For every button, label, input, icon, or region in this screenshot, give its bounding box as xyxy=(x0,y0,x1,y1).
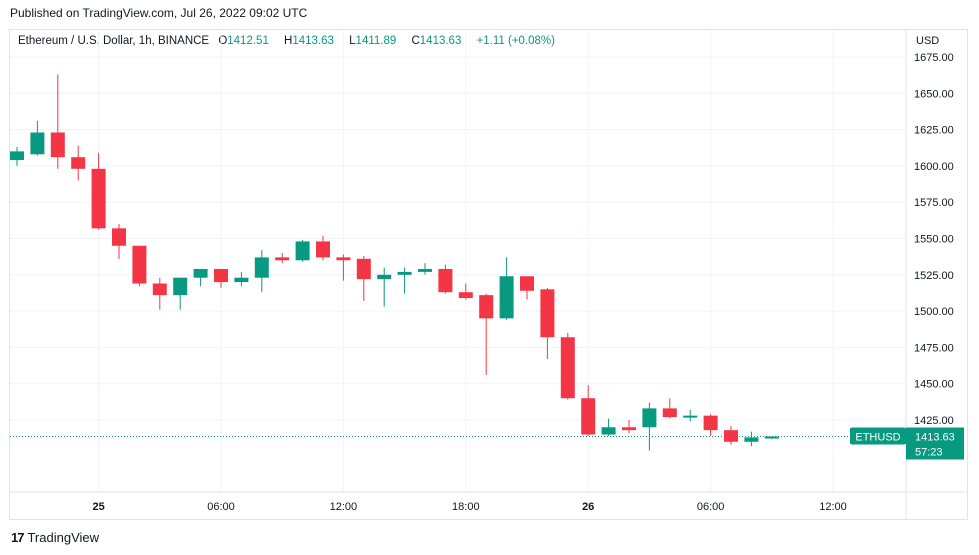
y-tick-label: 1450.00 xyxy=(914,379,954,391)
y-axis-labels: 1425.00 1450.00 1475.00 1500.00 1525.00 1550.… xyxy=(914,52,954,427)
grid-lines xyxy=(10,30,967,519)
price-tag-value: 1413.63 xyxy=(915,432,955,444)
x-tick-label: 12:00 xyxy=(330,501,358,513)
candle-body xyxy=(764,436,779,439)
candle-body xyxy=(316,241,330,258)
close-label: C xyxy=(411,35,420,47)
candle-body xyxy=(458,292,473,299)
high-readout: H1413.63 xyxy=(284,35,340,47)
candle-body xyxy=(71,157,86,169)
symbol-tag-label: ETHUSD xyxy=(855,432,900,444)
y-tick-label: 1625.00 xyxy=(914,125,954,137)
x-axis-labels: 25 06:00 12:00 18:00 26 06:00 12:00 xyxy=(92,501,846,513)
candle-body xyxy=(254,257,269,278)
candle-body xyxy=(275,257,290,261)
y-tick-label: 1675.00 xyxy=(914,52,954,64)
price-tag-box xyxy=(906,427,964,460)
close-readout: C1413.63 xyxy=(411,35,467,47)
open-readout: O1412.51 xyxy=(218,35,275,47)
open-value: 1412.51 xyxy=(227,35,269,47)
chart-legend: Ethereum / U.S. Dollar, 1h, BINANCE O141… xyxy=(18,35,561,47)
candle-body xyxy=(683,415,698,418)
footer-brand[interactable]: 17 TradingView xyxy=(11,530,99,545)
close-value: 1413.63 xyxy=(419,35,462,47)
candles xyxy=(10,74,779,451)
price-tag-countdown: 57:23 xyxy=(915,447,943,459)
candle-body xyxy=(152,283,167,296)
candle-body xyxy=(703,415,718,431)
y-tick-label: 1525.00 xyxy=(914,270,954,282)
tradingview-logo-icon: 17 xyxy=(11,530,25,545)
candle-body xyxy=(642,408,657,428)
currency-label: USD xyxy=(916,35,940,47)
candle-body xyxy=(132,245,147,284)
candle-body xyxy=(601,427,616,435)
open-label: O xyxy=(218,35,228,47)
candle-body xyxy=(662,408,677,418)
y-tick-label: 1550.00 xyxy=(914,234,954,246)
x-tick-label: 18:00 xyxy=(452,501,480,513)
y-tick-label: 1475.00 xyxy=(914,342,954,354)
published-caption: Published on TradingView.com, Jul 26, 20… xyxy=(10,6,308,20)
candle-body xyxy=(479,295,494,319)
candle-body xyxy=(377,274,392,280)
footer-brand-text: TradingView xyxy=(27,530,100,545)
candle-body xyxy=(112,228,126,246)
x-tick-label: 25 xyxy=(92,501,104,513)
high-value: 1413.63 xyxy=(292,35,334,47)
y-tick-label: 1425.00 xyxy=(914,415,954,427)
y-tick-label: 1650.00 xyxy=(914,88,954,100)
y-tick-label: 1575.00 xyxy=(914,197,954,209)
candle-body xyxy=(356,258,371,280)
candle-body xyxy=(744,437,759,442)
low-label: L xyxy=(349,35,356,47)
candle-body xyxy=(193,268,208,278)
x-tick-label: 06:00 xyxy=(207,501,235,513)
x-tick-label: 26 xyxy=(582,501,594,513)
candle-body xyxy=(520,276,534,291)
candle-body xyxy=(438,268,453,293)
x-tick-label: 06:00 xyxy=(697,501,725,513)
candle-body xyxy=(499,276,514,319)
candle-body xyxy=(397,271,412,275)
candle-body xyxy=(234,277,249,283)
candle-body xyxy=(540,289,555,338)
candle-body xyxy=(10,151,24,161)
candle-body xyxy=(560,337,575,399)
candle-body xyxy=(173,277,188,296)
candle-body xyxy=(295,241,310,261)
chart-frame xyxy=(9,29,968,520)
price-tags: ETHUSD 1413.63 57:23 xyxy=(850,427,964,460)
y-tick-label: 1600.00 xyxy=(914,161,954,173)
candle-body xyxy=(336,257,351,261)
symbol-title: Ethereum / U.S. Dollar, 1h, BINANCE xyxy=(18,35,210,47)
symbol-tag-box xyxy=(850,427,906,445)
candle-body xyxy=(581,398,596,435)
low-readout: L1411.89 xyxy=(349,35,402,47)
low-value: 1411.89 xyxy=(355,35,397,47)
y-tick-label: 1500.00 xyxy=(914,306,954,318)
candle-body xyxy=(418,268,432,272)
x-tick-label: 12:00 xyxy=(819,501,847,513)
candle-body xyxy=(724,430,738,442)
candle-body xyxy=(214,268,228,283)
candle-body xyxy=(30,132,45,155)
candle-body xyxy=(50,132,65,158)
candle-body xyxy=(91,168,106,229)
change-value: +1.11 (+0.08%) xyxy=(476,35,555,47)
high-label: H xyxy=(284,35,293,47)
candle-body xyxy=(622,427,636,431)
